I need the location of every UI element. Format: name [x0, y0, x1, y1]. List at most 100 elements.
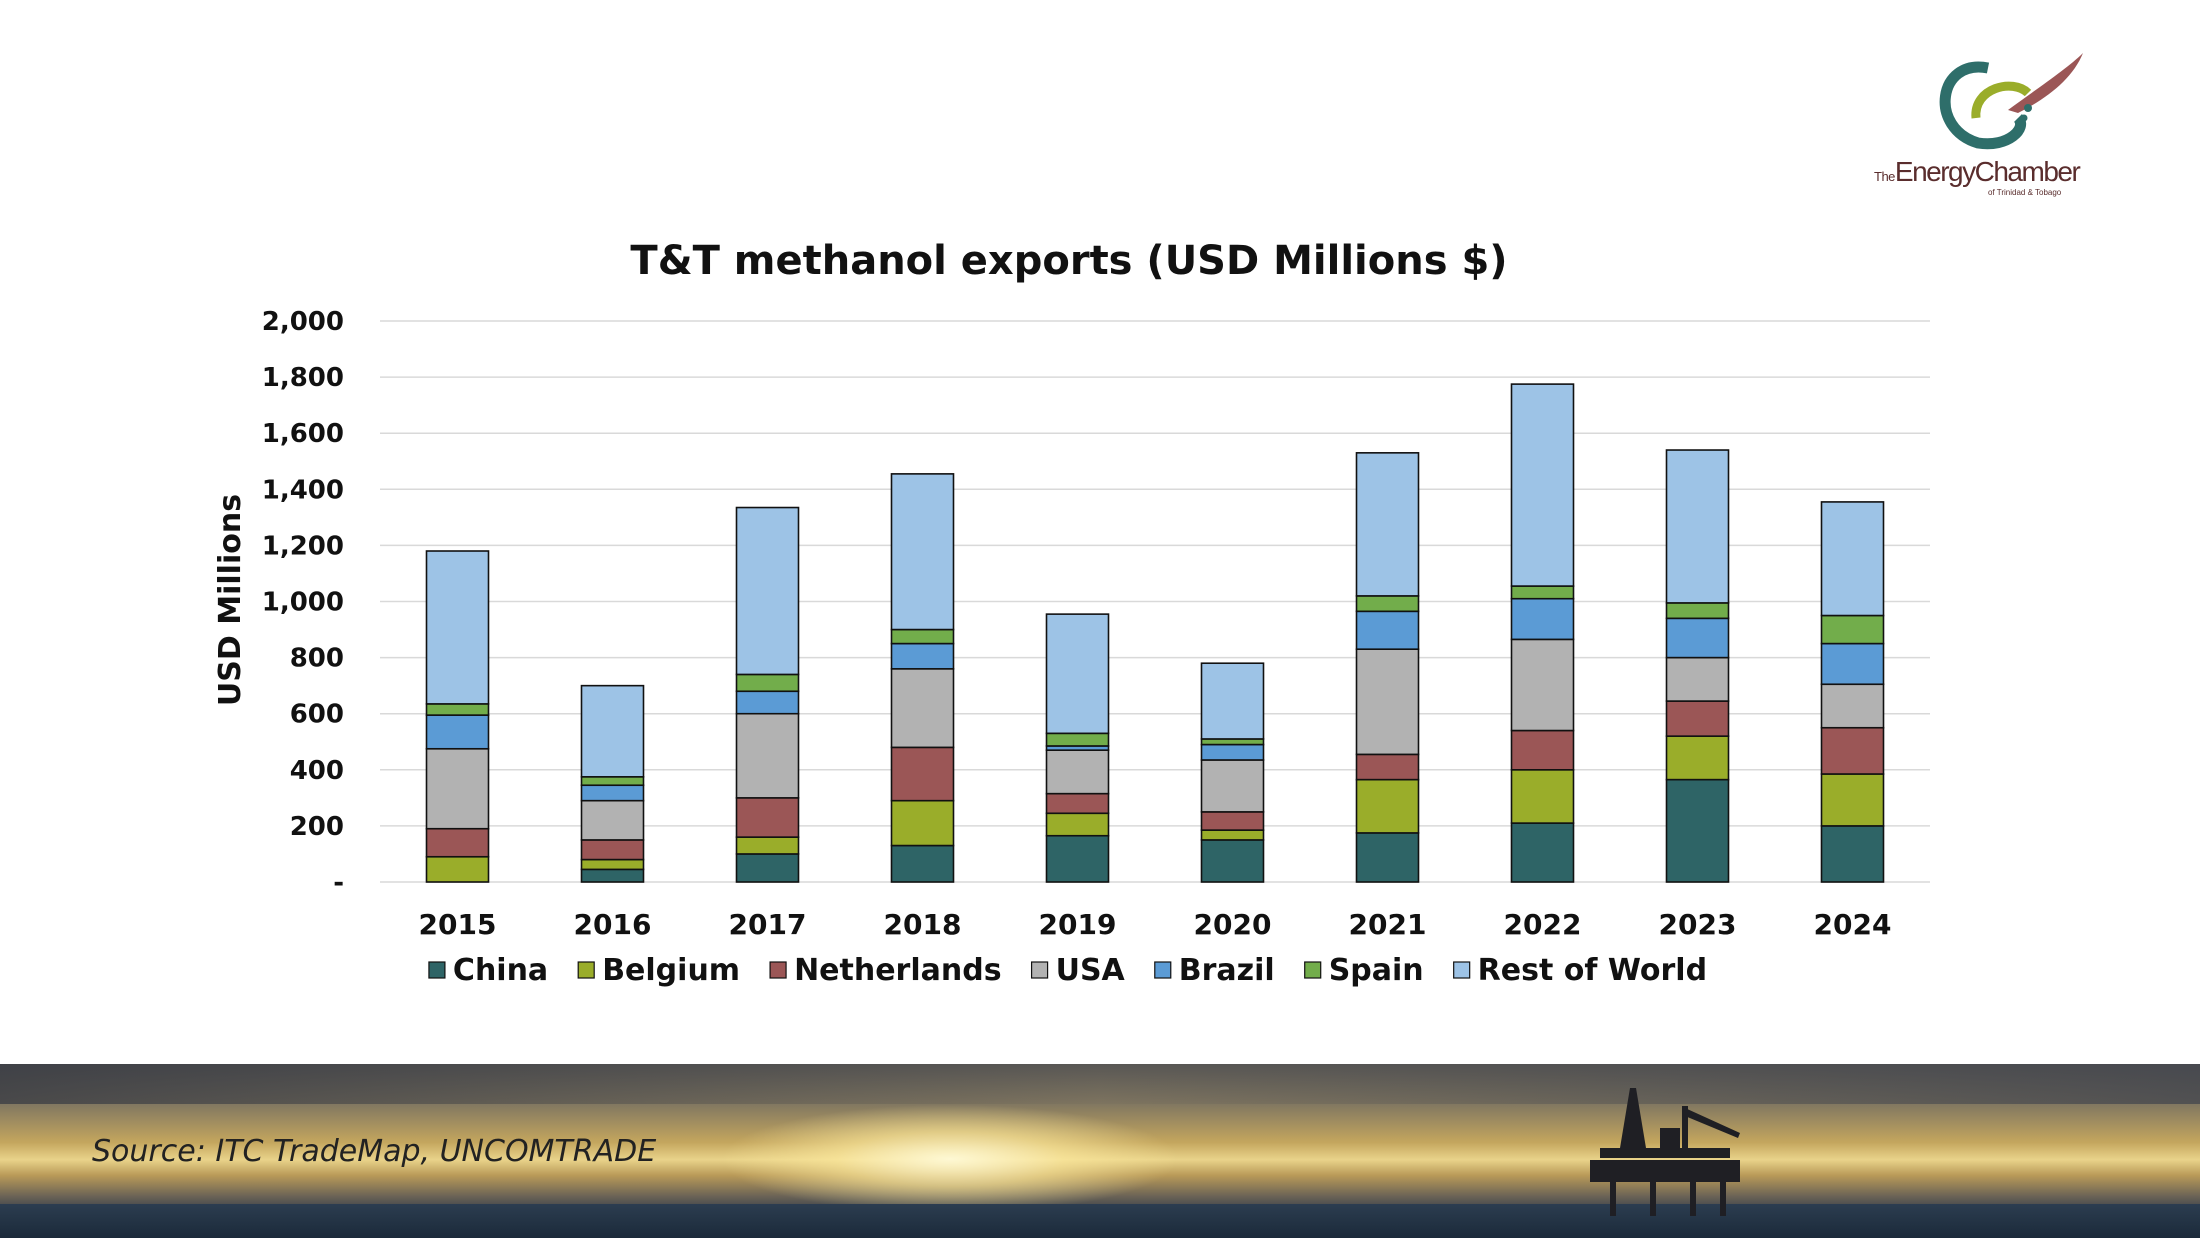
legend-item-usa: USA [1030, 953, 1126, 988]
y-axis-label: USD Millions [213, 494, 248, 706]
bar-brazil-2016 [580, 784, 645, 802]
y-tick-label: 1,000 [262, 588, 344, 618]
bar-rest-of-world-2023 [1665, 449, 1730, 604]
bar-rest-of-world-2022 [1510, 383, 1575, 587]
legend-label: Brazil [1179, 953, 1275, 988]
bar-brazil-2015 [425, 714, 490, 750]
x-tick-label: 2015 [419, 908, 497, 941]
bar-brazil-2020 [1200, 743, 1265, 761]
banner-clouds [0, 1064, 2200, 1104]
x-axis-categories: 2015 2016 2017 2018 2019 2020 2021 2022 2023 2024 [419, 908, 1892, 941]
bar-netherlands-2020 [1200, 811, 1265, 831]
legend-item-china: China [428, 953, 548, 988]
bar-china-2021 [1355, 832, 1420, 883]
bar-netherlands-2018 [890, 746, 955, 802]
x-tick-label: 2021 [1349, 908, 1427, 941]
legend-item-rest-of-world: Rest of World [1453, 953, 1707, 988]
legend-item-netherlands: Netherlands [769, 953, 1002, 988]
bar-netherlands-2015 [425, 827, 490, 858]
bar-brazil-2023 [1665, 617, 1730, 659]
y-tick-label: 1,600 [262, 419, 344, 449]
bar-usa-2023 [1665, 656, 1730, 702]
y-tick-label: 800 [290, 644, 344, 674]
legend-label: Belgium [602, 953, 740, 988]
bar-belgium-2018 [890, 799, 955, 847]
legend-swatch [428, 961, 446, 979]
bar-rest-of-world-2016 [580, 684, 645, 778]
legend-item-spain: Spain [1304, 953, 1424, 988]
bar-brazil-2018 [890, 642, 955, 670]
y-tick-label: 1,400 [262, 475, 344, 505]
bar-rest-of-world-2015 [425, 550, 490, 705]
legend-item-brazil: Brazil [1154, 953, 1275, 988]
banner-sea [0, 1204, 2200, 1238]
bar-belgium-2024 [1820, 773, 1885, 827]
legend-swatch [577, 961, 595, 979]
legend-label: China [453, 953, 548, 988]
y-tick-label: 600 [290, 700, 344, 730]
bar-spain-2022 [1510, 585, 1575, 600]
x-tick-label: 2022 [1504, 908, 1582, 941]
y-tick-label: - [333, 868, 344, 898]
bar-brazil-2021 [1355, 610, 1420, 650]
bar-belgium-2021 [1355, 778, 1420, 834]
bar-rest-of-world-2021 [1355, 452, 1420, 597]
bar-netherlands-2022 [1510, 729, 1575, 771]
bar-netherlands-2024 [1820, 726, 1885, 775]
legend-label: Rest of World [1478, 953, 1707, 988]
bar-spain-2021 [1355, 595, 1420, 613]
bar-usa-2022 [1510, 638, 1575, 732]
legend-label: Netherlands [794, 953, 1002, 988]
banner-sun [720, 1104, 1180, 1214]
bar-belgium-2020 [1200, 829, 1265, 841]
bar-netherlands-2019 [1045, 792, 1110, 815]
bar-usa-2017 [735, 712, 800, 799]
bar-brazil-2024 [1820, 642, 1885, 686]
legend-label: USA [1056, 953, 1126, 988]
bar-spain-2024 [1820, 614, 1885, 645]
logo-wordmark: TheEnergyChamber [1874, 156, 2081, 187]
bar-usa-2016 [580, 799, 645, 841]
source-note: Source: ITC TradeMap, UNCOMTRADE [92, 1134, 657, 1169]
x-tick-label: 2023 [1659, 908, 1737, 941]
bar-spain-2023 [1665, 602, 1730, 620]
legend-swatch [1304, 961, 1322, 979]
bar-usa-2020 [1200, 759, 1265, 813]
bar-netherlands-2016 [580, 839, 645, 861]
y-tick-label: 400 [290, 756, 344, 786]
bar-spain-2019 [1045, 732, 1110, 747]
x-tick-label: 2019 [1039, 908, 1117, 941]
bar-spain-2018 [890, 628, 955, 645]
x-tick-label: 2017 [729, 908, 807, 941]
x-tick-label: 2016 [574, 908, 652, 941]
bar-china-2019 [1045, 834, 1110, 883]
legend-label: Spain [1329, 953, 1424, 988]
x-tick-label: 2024 [1814, 908, 1892, 941]
legend-swatch [769, 961, 787, 979]
bar-spain-2015 [425, 703, 490, 716]
logo-swirl-icon [1939, 53, 2083, 150]
bar-brazil-2022 [1510, 597, 1575, 641]
bar-netherlands-2017 [735, 797, 800, 838]
bar-belgium-2015 [425, 855, 490, 883]
bar-china-2020 [1200, 839, 1265, 883]
bars [425, 383, 1885, 883]
bar-spain-2016 [580, 776, 645, 787]
bar-china-2022 [1510, 822, 1575, 883]
bar-belgium-2023 [1665, 735, 1730, 781]
bar-usa-2018 [890, 668, 955, 749]
chart-title: T&T methanol exports (USD Millions $) [630, 238, 1507, 284]
bar-belgium-2019 [1045, 812, 1110, 837]
bar-rest-of-world-2018 [890, 473, 955, 631]
bar-rest-of-world-2024 [1820, 501, 1885, 617]
logo-subtitle: of Trinidad & Tobago [1988, 188, 2062, 197]
y-tick-label: 1,200 [262, 531, 344, 561]
bar-belgium-2017 [735, 836, 800, 855]
x-tick-label: 2020 [1194, 908, 1272, 941]
y-axis-ticks: - 200 400 600 800 1,000 1,200 1,400 1,600 1,800 2,… [262, 307, 344, 898]
bar-netherlands-2023 [1665, 700, 1730, 737]
bar-china-2017 [735, 853, 800, 883]
bar-spain-2020 [1200, 738, 1265, 746]
bar-china-2018 [890, 844, 955, 883]
